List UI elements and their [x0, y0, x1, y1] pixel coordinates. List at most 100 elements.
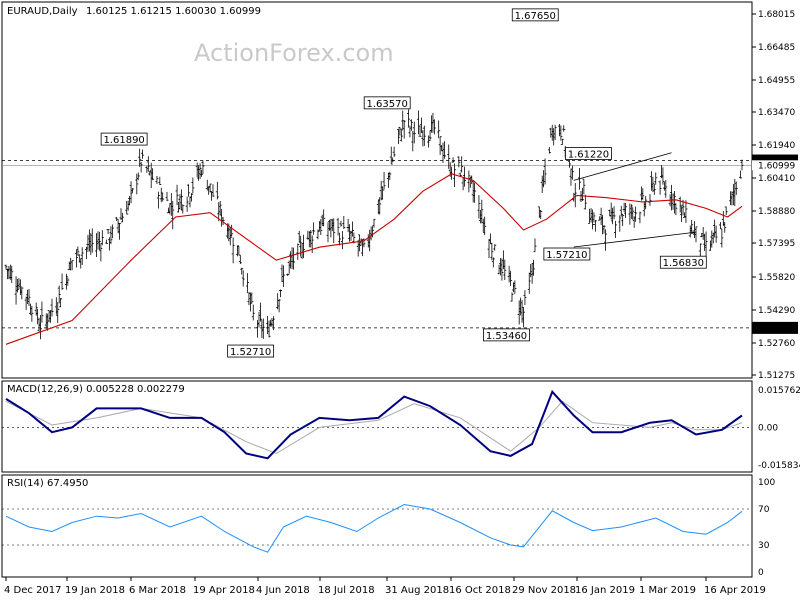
ohlc-readout: 1.60125 1.61215 1.60030 1.60999: [86, 6, 261, 17]
ohlc-bar: [70, 260, 74, 271]
chart-title: EURAUD,Daily: [7, 6, 78, 17]
ohlc-bar: [624, 203, 628, 218]
ohlc-bar: [322, 209, 326, 227]
ohlc-bar: [339, 220, 343, 227]
ohlc-bar: [723, 222, 727, 233]
current-price-text: 1.60999: [758, 161, 795, 171]
ohlc-bar: [208, 183, 212, 193]
price-tick-label: 1.52760: [758, 339, 795, 349]
ohlc-bar: [422, 125, 426, 146]
ohlc-bar: [267, 320, 271, 338]
ohlc-bar: [418, 125, 422, 137]
ohlc-bar: [97, 231, 101, 251]
annotation-label: 1.63570: [363, 96, 411, 110]
ohlc-bar: [350, 221, 354, 237]
ohlc-bar: [340, 231, 344, 250]
ohlc-bar: [402, 120, 406, 139]
ohlc-bar: [629, 204, 633, 219]
ohlc-bar: [734, 181, 738, 195]
annotation-text: 1.61220: [568, 150, 609, 161]
annotation-label: 1.61890: [100, 132, 148, 146]
ohlc-bar: [312, 222, 316, 235]
ohlc-bar: [457, 156, 461, 168]
ohlc-bar: [155, 175, 159, 184]
ohlc-bar: [251, 304, 255, 321]
macd-title: MACD(12,26,9) 0.005228 0.002279: [7, 384, 185, 395]
trendline-1: [573, 231, 697, 248]
ohlc-bar: [64, 273, 68, 290]
ohlc-bar: [57, 285, 61, 304]
ohlc-bar: [296, 243, 300, 260]
annotation-text: 1.61890: [103, 135, 144, 146]
rsi-title: RSI(14) 67.4950: [7, 478, 88, 489]
date-tick-label: 1 Mar 2019: [639, 585, 696, 596]
ohlc-bar: [115, 217, 119, 221]
price-tick-label: 1.60410: [758, 174, 795, 184]
ohlc-bar: [118, 223, 122, 240]
ohlc-bar: [432, 119, 436, 135]
ohlc-bar: [467, 170, 471, 193]
ohlc-bar: [56, 301, 60, 324]
ohlc-bar: [99, 243, 103, 262]
ohlc-bar: [553, 124, 557, 141]
ohlc-bar: [451, 157, 455, 163]
ohlc-bar: [602, 225, 606, 234]
ohlc-bar: [388, 171, 392, 181]
rsi-tick-label: 70: [758, 505, 770, 515]
ohlc-bar: [562, 125, 566, 132]
ohlc-bar: [690, 219, 694, 235]
ohlc-bar: [39, 314, 42, 340]
current-price-label: 1.60999: [752, 160, 798, 171]
annotation-label: 1.67650: [511, 8, 559, 22]
date-tick-label: 16 Oct 2018: [449, 585, 511, 596]
ohlc-bar: [644, 196, 648, 210]
ohlc-bar: [503, 259, 507, 281]
ohlc-bar: [106, 229, 110, 234]
ohlc-bar: [179, 189, 183, 211]
ohlc-bar: [135, 173, 139, 195]
annotation-label: 1.56830: [659, 255, 707, 269]
price-tick-label: 1.66485: [758, 43, 795, 53]
ohlc-bar: [10, 265, 14, 283]
ohlc-bar: [100, 230, 104, 246]
ohlc-bar: [221, 217, 225, 226]
ohlc-bar: [509, 270, 513, 286]
ohlc-bar: [230, 224, 234, 237]
ohlc-bar: [560, 138, 564, 145]
ohlc-bar: [652, 184, 656, 195]
ohlc-bar: [138, 148, 142, 167]
date-tick-label: 19 Jan 2018: [65, 585, 125, 596]
price-tick-label: 1.51275: [758, 371, 795, 381]
ohlc-bar: [389, 146, 393, 165]
ohlc-bar: [141, 149, 145, 159]
ohlc-bar: [309, 229, 313, 248]
ohlc-bar: [664, 180, 668, 198]
ohlc-bar: [281, 265, 285, 287]
date-tick-label: 6 Mar 2018: [129, 585, 186, 596]
ohlc-bar: [522, 307, 525, 328]
annotation-label: 1.57210: [543, 247, 591, 261]
ohlc-bar: [342, 216, 346, 230]
ohlc-bar: [336, 217, 340, 236]
ohlc-bar: [513, 280, 517, 295]
ohlc-bar: [618, 215, 622, 232]
ohlc-bar: [493, 244, 497, 251]
ohlc-bar: [165, 192, 169, 202]
ohlc-bar: [241, 270, 245, 287]
ohlc-bar: [187, 184, 191, 197]
ohlc-bar: [658, 180, 662, 195]
ohlc-bar: [460, 156, 464, 173]
rsi-line: [5, 503, 743, 553]
ohlc-bar: [382, 171, 386, 190]
ohlc-bar: [231, 237, 235, 264]
date-tick-label: 19 Apr 2018: [193, 585, 255, 596]
ohlc-bar: [105, 239, 109, 244]
ohlc-bar: [412, 121, 416, 144]
ohlc-bar: [90, 228, 94, 253]
date-tick-label: 18 Jul 2018: [318, 585, 375, 596]
ohlc-bar: [381, 186, 385, 200]
ohlc-bar: [20, 286, 24, 300]
ohlc-bar: [543, 158, 547, 185]
ohlc-bar: [654, 172, 658, 185]
annotation-label: 1.61220: [565, 147, 612, 161]
